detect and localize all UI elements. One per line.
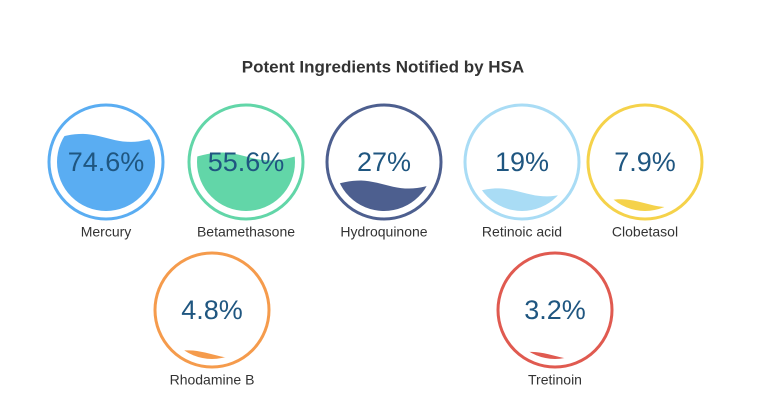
- value-label: 4.8%: [181, 295, 243, 325]
- value-label: 27%: [357, 147, 411, 177]
- chart-title: Potent Ingredients Notified by HSA: [242, 57, 524, 76]
- category-label: Rhodamine B: [170, 372, 255, 388]
- value-label: 55.6%: [208, 147, 285, 177]
- value-label: 3.2%: [524, 295, 586, 325]
- value-label: 19%: [495, 147, 549, 177]
- gauge-ring: [153, 251, 271, 369]
- category-label: Clobetasol: [612, 224, 678, 240]
- gauge-ring: [496, 251, 614, 369]
- gauge-ring: [586, 103, 704, 221]
- liquid-fill: [197, 152, 295, 211]
- category-label: Retinoic acid: [482, 224, 562, 240]
- value-label: 7.9%: [614, 147, 676, 177]
- value-label: 74.6%: [68, 147, 145, 177]
- liquid-fill: [57, 133, 155, 211]
- category-label: Tretinoin: [528, 372, 582, 388]
- category-label: Betamethasone: [197, 224, 295, 240]
- category-label: Hydroquinone: [340, 224, 427, 240]
- category-label: Mercury: [81, 224, 132, 240]
